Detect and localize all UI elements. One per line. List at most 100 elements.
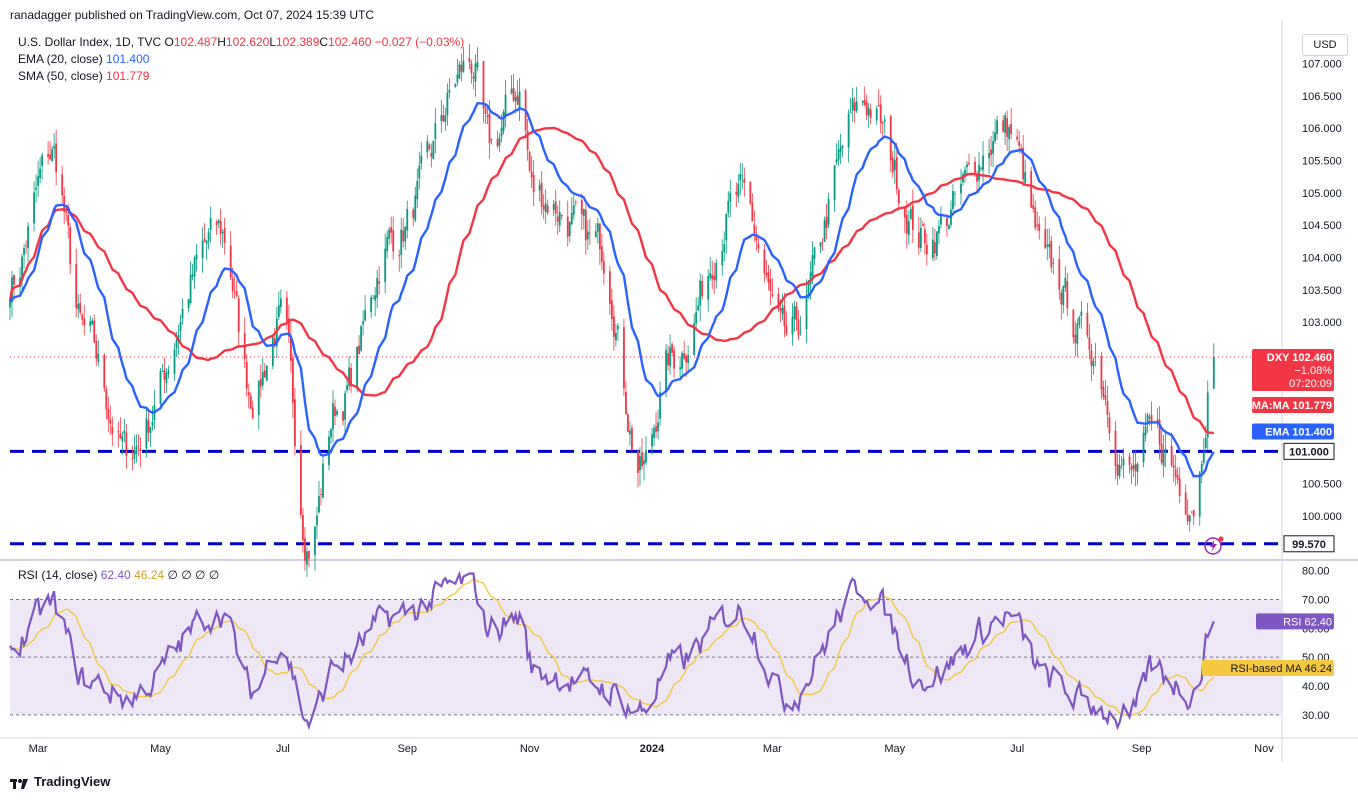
candle-body [1186,514,1189,522]
price-change: −0.027 (−0.03%) [374,35,465,49]
tradingview-brand[interactable]: TradingView [10,774,110,789]
candle-body [65,211,68,214]
candle-body [91,320,94,325]
candle-body [779,308,782,311]
candle-body [205,240,208,244]
candle-body [271,337,274,366]
candle-body [610,300,613,319]
alert-ring [1204,537,1222,555]
candle-body [107,408,110,420]
candle-body [1162,450,1165,466]
candle-body [839,146,842,152]
candle-body [334,406,336,416]
candle-body [697,305,700,311]
ohlc-h: H102.620 [217,35,270,49]
ema-20-line [9,101,1215,478]
support-level-label: 101.000 [1289,446,1329,458]
candle-body [261,371,264,386]
candle-body [641,452,643,467]
candle-body [257,380,260,416]
candle-body [219,221,222,235]
currency-button[interactable]: USD [1302,34,1348,56]
candle-body [448,89,451,93]
candle-body [1104,395,1107,400]
candle-body [161,370,164,372]
candle-body [1170,445,1173,466]
candle-body [125,432,128,457]
candle-body [1164,448,1167,453]
candle-body [713,275,716,280]
candle-body [781,307,784,314]
candle-body [1094,357,1097,359]
ohlc-values: O102.487H102.620L102.389C102.460 [165,35,372,49]
candle-body [23,248,25,255]
candle-body [681,353,684,369]
candle-body [53,146,56,149]
alert-bolt [1210,540,1217,552]
candle-body [484,107,487,115]
candle-body [147,420,150,433]
candle-body [356,346,358,389]
price-axis-ticks: 100.000 100.500 103.000 103.500 104.000 104.5… [1302,59,1342,523]
candle-body [837,149,840,160]
candle-body [532,174,535,193]
candle-body [1128,456,1131,465]
candle-body [574,202,577,203]
candle-body [402,230,405,242]
candle-body [584,209,587,241]
candle-body [960,183,962,194]
candle-body [398,255,401,257]
candle-body [442,114,445,122]
candle-body [637,450,639,473]
candle-body [1134,464,1137,472]
rsi-legend-extra: ∅ ∅ ∅ ∅ [167,568,220,582]
candle-body [316,515,318,526]
ema-legend-label: EMA (20, close) [18,52,103,66]
candle-body [420,155,423,164]
candle-body [1050,240,1053,268]
candle-body [879,104,882,124]
candle-body [767,272,770,283]
sma-legend[interactable]: SMA (50, close) 101.779 [18,69,149,83]
candle-body [743,178,746,184]
candle-body [813,247,816,259]
candle-body [490,139,493,141]
candle-body [1204,437,1207,448]
candle-body [69,227,72,265]
candle-body [992,141,994,154]
candle-body [893,160,896,171]
candle-body [938,226,940,234]
candle-body [1116,464,1119,476]
candle-body [13,274,15,285]
ema-legend[interactable]: EMA (20, close) 101.400 [18,52,149,66]
candle-body [502,112,505,131]
candle-body [1156,419,1159,423]
candle-body [749,181,752,204]
candle-body [79,302,82,313]
candle-body [336,410,338,415]
candle-body [707,276,710,300]
candle-body [304,538,306,561]
candle-body [251,407,254,418]
candle-body [615,332,617,340]
candle-body [1052,262,1055,264]
rsi-legend[interactable]: RSI (14, close) 62.40 46.24 ∅ ∅ ∅ ∅ [18,568,219,582]
candle-body [474,63,477,82]
candle-body [384,248,387,283]
candle-body [952,191,954,209]
candle-body [287,318,290,337]
candle-body [643,460,645,465]
candle-body [1088,337,1091,350]
candle-body [990,149,992,156]
ohlc-o: O102.487 [164,35,218,49]
candle-body [665,349,667,393]
candle-body [181,308,184,319]
candle-body [715,262,718,281]
candle-body [919,227,922,248]
candle-body [195,254,198,260]
candle-body [685,355,688,363]
candle-body [1212,356,1215,389]
candle-body [552,203,555,210]
candle-body [1146,414,1149,424]
